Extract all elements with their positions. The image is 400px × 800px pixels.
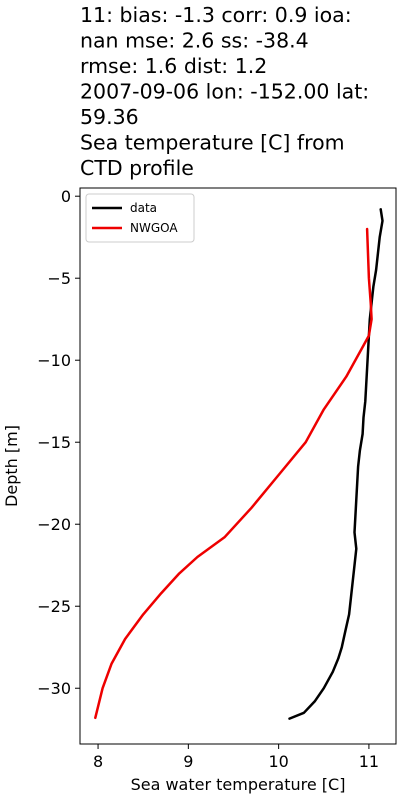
legend-entry: data — [130, 201, 157, 215]
title-line: rmse: 1.6 dist: 1.2 — [80, 54, 267, 78]
y-axis-label: Depth [m] — [2, 425, 21, 507]
y-axis-ticks: 0 −5 −10 −15 −20 −25 −30 — [37, 187, 80, 698]
y-tick-label: −20 — [37, 515, 71, 534]
title-line: Sea temperature [C] from — [80, 131, 345, 155]
title-line: CTD profile — [80, 156, 194, 180]
x-axis-ticks: 8 9 10 11 — [93, 744, 379, 771]
y-tick-label: −10 — [37, 351, 71, 370]
chart-title: 11: bias: -1.3 corr: 0.9 ioa:nan mse: 2.… — [80, 3, 369, 180]
x-tick-label: 8 — [93, 752, 103, 771]
y-tick-label: −5 — [47, 269, 71, 288]
y-tick-label: −15 — [37, 433, 71, 452]
series-line-nwgoa — [94, 227, 373, 720]
y-tick-label: −30 — [37, 679, 71, 698]
y-tick-label: −25 — [37, 597, 71, 616]
title-line: 2007-09-06 lon: -152.00 lat: — [80, 80, 369, 104]
x-tick-label: 9 — [183, 752, 193, 771]
y-tick-label: 0 — [61, 187, 71, 206]
x-tick-label: 11 — [359, 752, 379, 771]
title-line: nan mse: 2.6 ss: -38.4 — [80, 29, 309, 53]
series-group — [94, 208, 384, 720]
legend: data NWGOA — [85, 193, 195, 243]
legend-box — [85, 193, 195, 243]
title-line: 11: bias: -1.3 corr: 0.9 ioa: — [80, 3, 352, 27]
x-tick-label: 10 — [268, 752, 288, 771]
legend-entry: NWGOA — [130, 221, 178, 235]
title-line: 59.36 — [80, 105, 139, 129]
x-axis-label: Sea water temperature [C] — [131, 775, 346, 794]
series-line-data — [288, 208, 384, 720]
plot-frame — [79, 187, 397, 745]
